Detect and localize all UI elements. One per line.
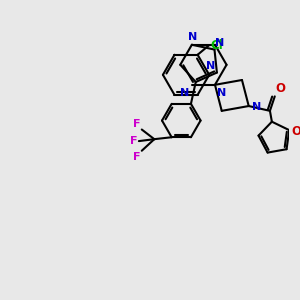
Text: O: O <box>276 82 286 95</box>
Text: Cl: Cl <box>210 39 223 52</box>
Text: N: N <box>188 32 197 42</box>
Text: F: F <box>130 136 138 146</box>
Text: F: F <box>133 152 141 162</box>
Text: N: N <box>180 88 189 98</box>
Text: N: N <box>215 38 225 48</box>
Text: O: O <box>291 124 300 138</box>
Text: N: N <box>206 61 215 70</box>
Text: F: F <box>133 118 141 129</box>
Text: N: N <box>252 102 261 112</box>
Text: N: N <box>217 88 226 98</box>
